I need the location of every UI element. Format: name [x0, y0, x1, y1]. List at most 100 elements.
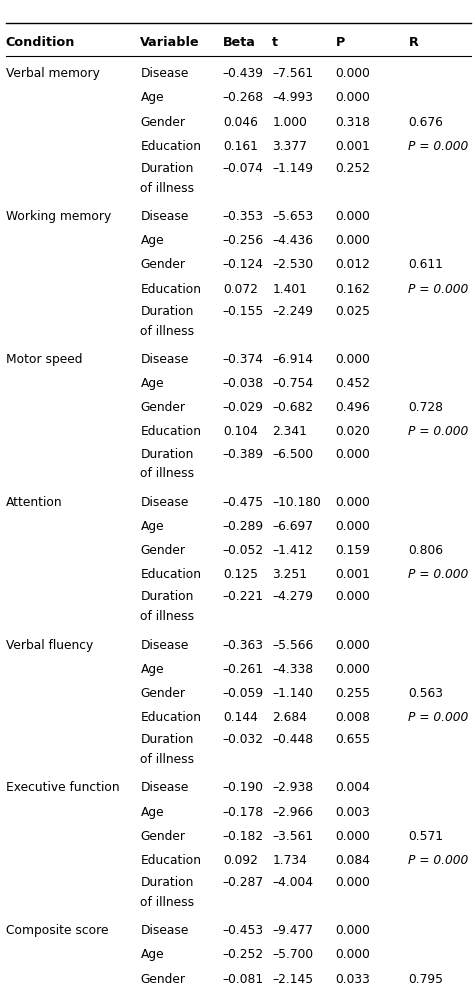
Text: Disease: Disease — [140, 638, 189, 651]
Text: P = 0.000: P = 0.000 — [408, 854, 469, 867]
Text: 0.000: 0.000 — [336, 235, 370, 248]
Text: –0.448: –0.448 — [272, 734, 313, 746]
Text: Education: Education — [140, 569, 201, 581]
Text: of illness: of illness — [140, 610, 195, 623]
Text: –0.124: –0.124 — [223, 258, 264, 271]
Text: Disease: Disease — [140, 496, 189, 509]
Text: 2.341: 2.341 — [272, 425, 307, 438]
Text: Age: Age — [140, 520, 164, 533]
Text: Disease: Disease — [140, 924, 189, 937]
Text: 0.000: 0.000 — [336, 924, 370, 937]
Text: 2.684: 2.684 — [272, 711, 307, 724]
Text: –2.145: –2.145 — [272, 972, 313, 985]
Text: 0.000: 0.000 — [336, 638, 370, 651]
Text: –1.140: –1.140 — [272, 687, 313, 700]
Text: 0.563: 0.563 — [408, 687, 444, 700]
Text: –0.287: –0.287 — [223, 876, 264, 889]
Text: Duration: Duration — [140, 876, 194, 889]
Text: 0.000: 0.000 — [336, 876, 370, 889]
Text: 0.676: 0.676 — [408, 115, 443, 128]
Text: –0.178: –0.178 — [223, 805, 264, 818]
Text: 0.012: 0.012 — [336, 258, 370, 271]
Text: –5.566: –5.566 — [272, 638, 314, 651]
Text: 0.025: 0.025 — [336, 305, 371, 318]
Text: –0.221: –0.221 — [223, 590, 264, 603]
Text: 0.655: 0.655 — [336, 734, 371, 746]
Text: Duration: Duration — [140, 590, 194, 603]
Text: –0.268: –0.268 — [223, 91, 264, 104]
Text: Education: Education — [140, 711, 201, 724]
Text: –6.697: –6.697 — [272, 520, 313, 533]
Text: 0.000: 0.000 — [336, 353, 370, 366]
Text: Attention: Attention — [6, 496, 62, 509]
Text: –4.279: –4.279 — [272, 590, 313, 603]
Text: Age: Age — [140, 663, 164, 676]
Text: –0.261: –0.261 — [223, 663, 264, 676]
Text: –0.363: –0.363 — [223, 638, 264, 651]
Text: –0.059: –0.059 — [223, 687, 264, 700]
Text: 0.092: 0.092 — [223, 854, 258, 867]
Text: –0.182: –0.182 — [223, 830, 264, 843]
Text: –7.561: –7.561 — [272, 68, 313, 81]
Text: P = 0.000: P = 0.000 — [408, 425, 469, 438]
Text: Education: Education — [140, 425, 201, 438]
Text: –0.439: –0.439 — [223, 68, 264, 81]
Text: –4.993: –4.993 — [272, 91, 313, 104]
Text: Age: Age — [140, 235, 164, 248]
Text: Disease: Disease — [140, 353, 189, 366]
Text: –0.374: –0.374 — [223, 353, 264, 366]
Text: 0.046: 0.046 — [223, 115, 258, 128]
Text: –6.914: –6.914 — [272, 353, 313, 366]
Text: –0.052: –0.052 — [223, 544, 264, 557]
Text: of illness: of illness — [140, 182, 195, 195]
Text: Disease: Disease — [140, 68, 189, 81]
Text: Age: Age — [140, 805, 164, 818]
Text: 0.003: 0.003 — [336, 805, 370, 818]
Text: Beta: Beta — [223, 36, 256, 50]
Text: Age: Age — [140, 377, 164, 390]
Text: t: t — [272, 36, 278, 50]
Text: 0.318: 0.318 — [336, 115, 371, 128]
Text: 0.072: 0.072 — [223, 282, 258, 295]
Text: of illness: of illness — [140, 753, 195, 766]
Text: –2.966: –2.966 — [272, 805, 313, 818]
Text: 0.000: 0.000 — [336, 210, 370, 223]
Text: 0.496: 0.496 — [336, 402, 370, 414]
Text: –0.081: –0.081 — [223, 972, 264, 985]
Text: 0.004: 0.004 — [336, 781, 370, 794]
Text: Age: Age — [140, 91, 164, 104]
Text: Gender: Gender — [140, 115, 186, 128]
Text: –0.353: –0.353 — [223, 210, 264, 223]
Text: P = 0.000: P = 0.000 — [408, 711, 469, 724]
Text: 0.020: 0.020 — [336, 425, 370, 438]
Text: 0.001: 0.001 — [336, 140, 370, 153]
Text: 0.795: 0.795 — [408, 972, 444, 985]
Text: Gender: Gender — [140, 402, 186, 414]
Text: 0.252: 0.252 — [336, 162, 371, 175]
Text: 0.000: 0.000 — [336, 496, 370, 509]
Text: –1.149: –1.149 — [272, 162, 313, 175]
Text: 0.161: 0.161 — [223, 140, 258, 153]
Text: 0.001: 0.001 — [336, 569, 370, 581]
Text: Duration: Duration — [140, 162, 194, 175]
Text: –0.682: –0.682 — [272, 402, 313, 414]
Text: 0.255: 0.255 — [336, 687, 371, 700]
Text: Gender: Gender — [140, 972, 186, 985]
Text: –4.338: –4.338 — [272, 663, 313, 676]
Text: –0.754: –0.754 — [272, 377, 313, 390]
Text: Education: Education — [140, 140, 201, 153]
Text: 3.251: 3.251 — [272, 569, 307, 581]
Text: Duration: Duration — [140, 447, 194, 460]
Text: 0.000: 0.000 — [336, 590, 370, 603]
Text: Variable: Variable — [140, 36, 200, 50]
Text: –4.436: –4.436 — [272, 235, 313, 248]
Text: of illness: of illness — [140, 467, 195, 480]
Text: of illness: of illness — [140, 896, 195, 909]
Text: –0.190: –0.190 — [223, 781, 264, 794]
Text: –1.412: –1.412 — [272, 544, 313, 557]
Text: 0.728: 0.728 — [408, 402, 444, 414]
Text: –5.653: –5.653 — [272, 210, 314, 223]
Text: 0.144: 0.144 — [223, 711, 258, 724]
Text: Gender: Gender — [140, 687, 186, 700]
Text: Verbal fluency: Verbal fluency — [6, 638, 93, 651]
